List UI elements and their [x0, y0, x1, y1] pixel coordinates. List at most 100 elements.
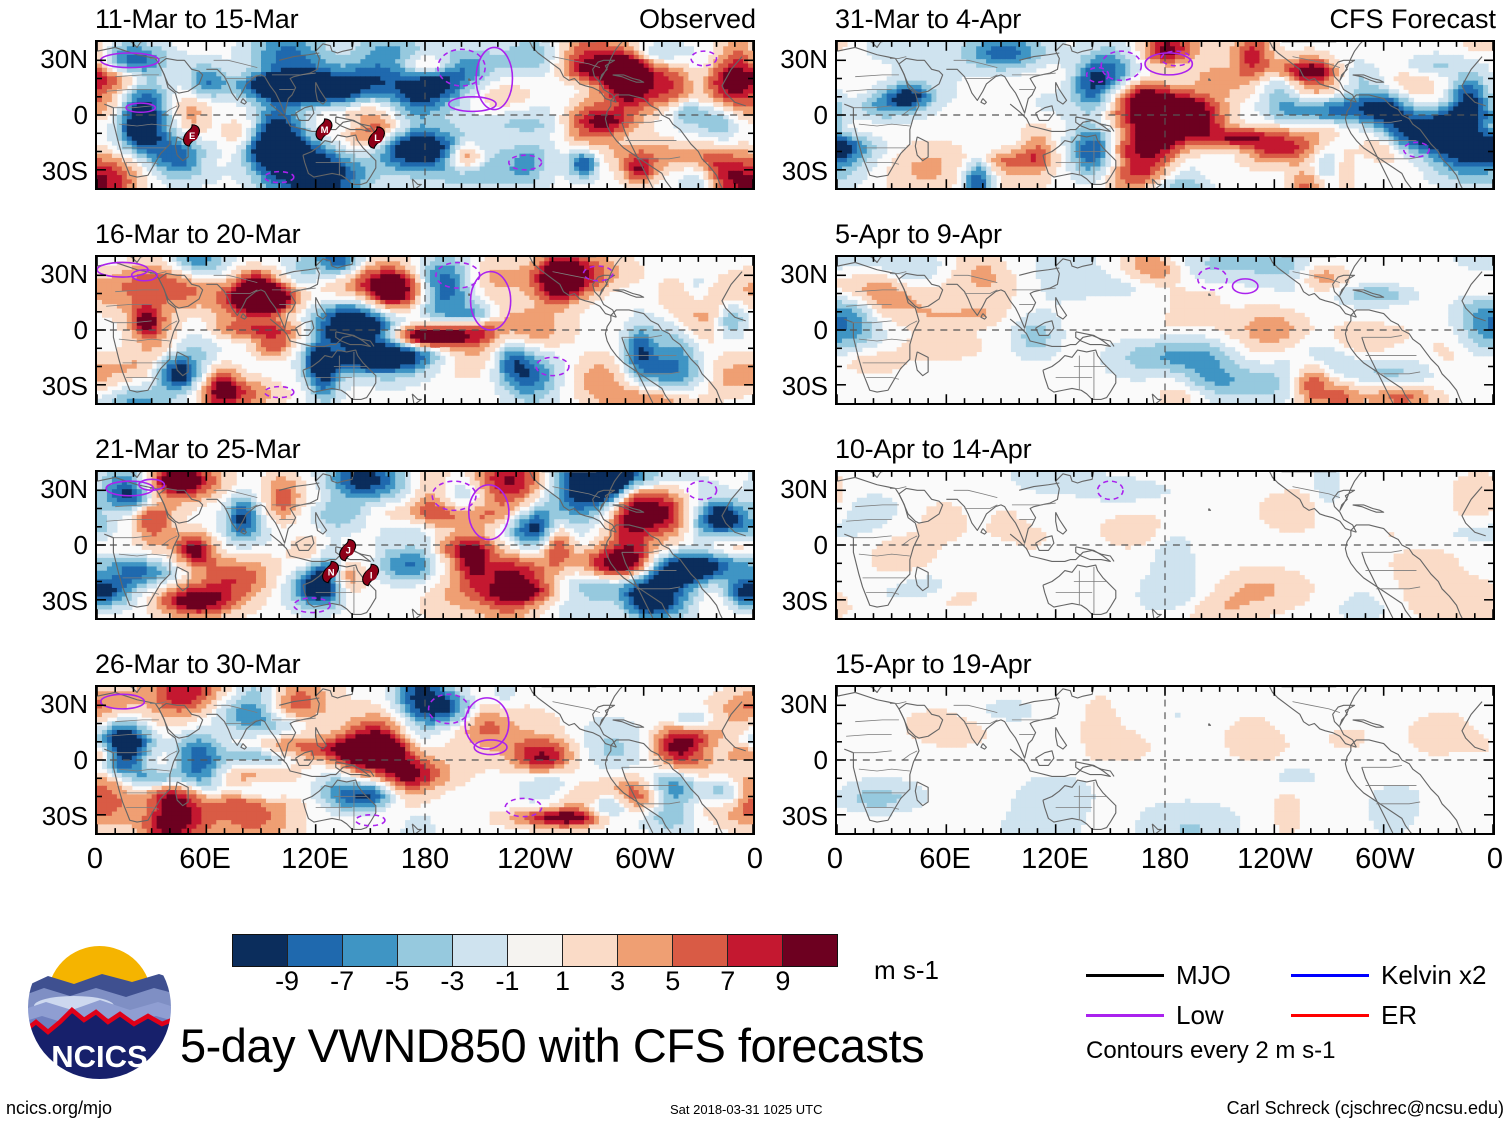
map-p4[interactable]	[95, 685, 755, 835]
svg-text:E: E	[189, 131, 195, 141]
colorbar-tick-3: -3	[440, 968, 464, 995]
storm-markers: JN I	[322, 538, 380, 587]
x-tick-right-1: 60E	[919, 845, 971, 874]
panel-p1: 11-Mar to 15-Mar Observed 30N 0 30S E M L	[10, 6, 760, 196]
x-tick-left-1: 60E	[179, 845, 231, 874]
colorbar-tick-9: 9	[775, 968, 790, 995]
legend-line-mjo	[1086, 973, 1164, 977]
svg-text:M: M	[321, 125, 329, 135]
colorbar-tick-2: -5	[385, 968, 409, 995]
anomaly-field	[97, 687, 753, 833]
x-tick-right-6: 0	[1487, 845, 1503, 874]
y-tick-p1-1: 0	[10, 102, 88, 128]
x-tick-right-3: 180	[1141, 845, 1189, 874]
contours	[99, 693, 543, 827]
colorbar-tick-5: 1	[555, 968, 570, 995]
reference-lines	[837, 257, 1493, 403]
storm-markers: EML	[182, 118, 385, 149]
map-p7[interactable]	[835, 470, 1495, 620]
contours	[105, 478, 718, 614]
colorbar-swatch-9	[728, 935, 783, 966]
legend-line-low	[1086, 1013, 1164, 1017]
panel-title-p7: 10-Apr to 14-Apr	[835, 436, 1032, 463]
y-tick-p7-1: 0	[750, 532, 828, 558]
anomaly-field	[837, 257, 1493, 403]
logo-text: NCICS	[51, 1039, 147, 1074]
colorbar	[232, 934, 838, 967]
colorbar-swatch-3	[398, 935, 453, 966]
y-tick-p1-0: 30N	[10, 46, 88, 72]
map-p6[interactable]	[835, 255, 1495, 405]
y-tick-p8-0: 30N	[750, 691, 828, 717]
colorbar-tick-0: -9	[275, 968, 299, 995]
reference-lines	[97, 257, 753, 403]
storm-marker-e: E	[182, 124, 200, 147]
colorbar-tick-1: -7	[330, 968, 354, 995]
x-tick-right-5: 60W	[1355, 845, 1415, 874]
panel-kind-p1: Observed	[639, 6, 756, 33]
coastlines	[837, 472, 1486, 618]
y-tick-p2-1: 0	[10, 317, 88, 343]
colorbar-swatch-2	[343, 935, 398, 966]
panel-title-p6: 5-Apr to 9-Apr	[835, 221, 1002, 248]
contour-interval-note: Contours every 2 m s-1	[1086, 1037, 1335, 1065]
storm-marker-l: L	[367, 126, 385, 149]
legend-entry-mjo: MJO	[1086, 962, 1291, 988]
colorbar-tick-6: 3	[610, 968, 625, 995]
y-tick-p3-0: 30N	[10, 476, 88, 502]
ncics-logo[interactable]: NCICS	[22, 930, 177, 1085]
panel-title-p3: 21-Mar to 25-Mar	[95, 436, 301, 463]
x-tick-left-3: 180	[401, 845, 449, 874]
anomaly-field	[97, 42, 753, 188]
colorbar-swatch-0	[233, 935, 288, 966]
x-tick-left-2: 120E	[281, 845, 349, 874]
map-p2[interactable]	[95, 255, 755, 405]
coastlines	[837, 42, 1486, 188]
panel-title-p5: 31-Mar to 4-Apr	[835, 6, 1021, 33]
legend-label-er: ER	[1381, 1002, 1417, 1028]
x-tick-left-6: 0	[747, 845, 763, 874]
colorbar-swatch-6	[563, 935, 618, 966]
colorbar-tick-8: 7	[720, 968, 735, 995]
contours	[1085, 50, 1430, 158]
panel-title-p4: 26-Mar to 30-Mar	[95, 651, 301, 678]
y-tick-p8-1: 0	[750, 747, 828, 773]
panel-p3: 21-Mar to 25-Mar 30N 0 30S J N I	[10, 436, 760, 626]
contours	[1096, 480, 1124, 501]
reference-lines	[97, 42, 753, 188]
reference-lines	[837, 687, 1493, 833]
y-tick-p1-2: 30S	[10, 158, 88, 184]
legend-label-mjo: MJO	[1176, 962, 1231, 988]
legend-entry-er: ER	[1291, 1002, 1496, 1028]
footer-website[interactable]: ncics.org/mjo	[6, 1098, 112, 1119]
colorbar-units-label: m s-1	[874, 955, 939, 986]
x-tick-right-0: 0	[827, 845, 843, 874]
map-p8[interactable]	[835, 685, 1495, 835]
y-tick-p5-2: 30S	[750, 158, 828, 184]
colorbar-swatch-1	[288, 935, 343, 966]
page-title: 5-day VWND850 with CFS forecasts	[180, 1022, 925, 1069]
y-tick-p2-2: 30S	[10, 373, 88, 399]
coastlines	[837, 257, 1486, 403]
legend-entry-low: Low	[1086, 1002, 1291, 1028]
map-p5[interactable]	[835, 40, 1495, 190]
y-tick-p5-0: 30N	[750, 46, 828, 72]
panel-kind-p5: CFS Forecast	[1329, 6, 1496, 33]
y-tick-p3-1: 0	[10, 532, 88, 558]
reference-lines	[837, 472, 1493, 618]
y-tick-p6-0: 30N	[750, 261, 828, 287]
anomaly-field	[837, 472, 1493, 618]
contours	[1197, 267, 1259, 295]
colorbar-swatch-10	[783, 935, 837, 966]
x-tick-left-4: 120W	[497, 845, 573, 874]
legend-line-er	[1291, 1013, 1369, 1017]
footer-author[interactable]: Carl Schreck (cjschrec@ncsu.edu)	[1227, 1098, 1504, 1119]
colorbar-swatch-5	[508, 935, 563, 966]
x-tick-left-0: 0	[87, 845, 103, 874]
y-tick-p4-2: 30S	[10, 803, 88, 829]
y-tick-p4-1: 0	[10, 747, 88, 773]
y-tick-p5-1: 0	[750, 102, 828, 128]
colorbar-swatch-7	[618, 935, 673, 966]
